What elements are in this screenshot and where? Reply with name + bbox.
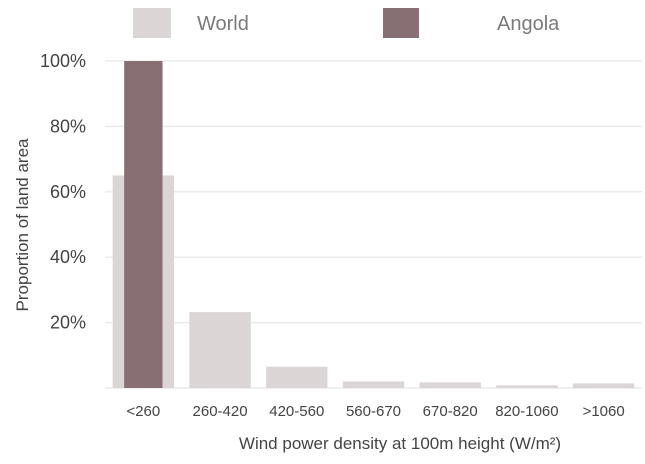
bar-world-2	[266, 366, 328, 388]
gridlines	[105, 60, 642, 389]
bar-world-4	[419, 382, 481, 388]
bar-angola-0	[124, 61, 163, 388]
bar-world-1	[189, 312, 251, 388]
y-tick-label: 100%	[40, 51, 86, 71]
bar-world-3	[342, 381, 405, 388]
legend: World Angola	[133, 8, 560, 38]
y-tick-label: 20%	[50, 313, 86, 333]
x-axis-label: Wind power density at 100m height (W/m²)	[239, 434, 561, 453]
y-axis-label: Proportion of land area	[13, 138, 32, 311]
x-tick-label: <260	[126, 403, 160, 420]
x-tick-label: 820-1060	[495, 403, 558, 420]
y-tick-labels: 20% 40% 60% 80% 100%	[40, 51, 86, 333]
bar-world-6	[572, 383, 635, 388]
y-tick-label: 40%	[50, 247, 86, 267]
legend-swatch-world	[133, 8, 171, 38]
x-tick-label: >1060	[583, 403, 625, 420]
x-tick-label: 670-820	[423, 403, 478, 420]
y-tick-label: 60%	[50, 182, 86, 202]
x-tick-label: 260-420	[193, 403, 248, 420]
y-tick-label: 80%	[50, 116, 86, 136]
bar-world-5	[496, 385, 558, 388]
legend-label-world: World	[197, 13, 249, 35]
x-tick-label: 560-670	[346, 403, 401, 420]
x-tick-labels: <260 260-420 420-560 560-670 670-820 820-1060…	[126, 403, 624, 420]
x-tick-label: 420-560	[269, 403, 324, 420]
legend-swatch-angola	[383, 8, 419, 38]
legend-label-angola: Angola	[497, 13, 560, 35]
bars	[112, 61, 635, 388]
